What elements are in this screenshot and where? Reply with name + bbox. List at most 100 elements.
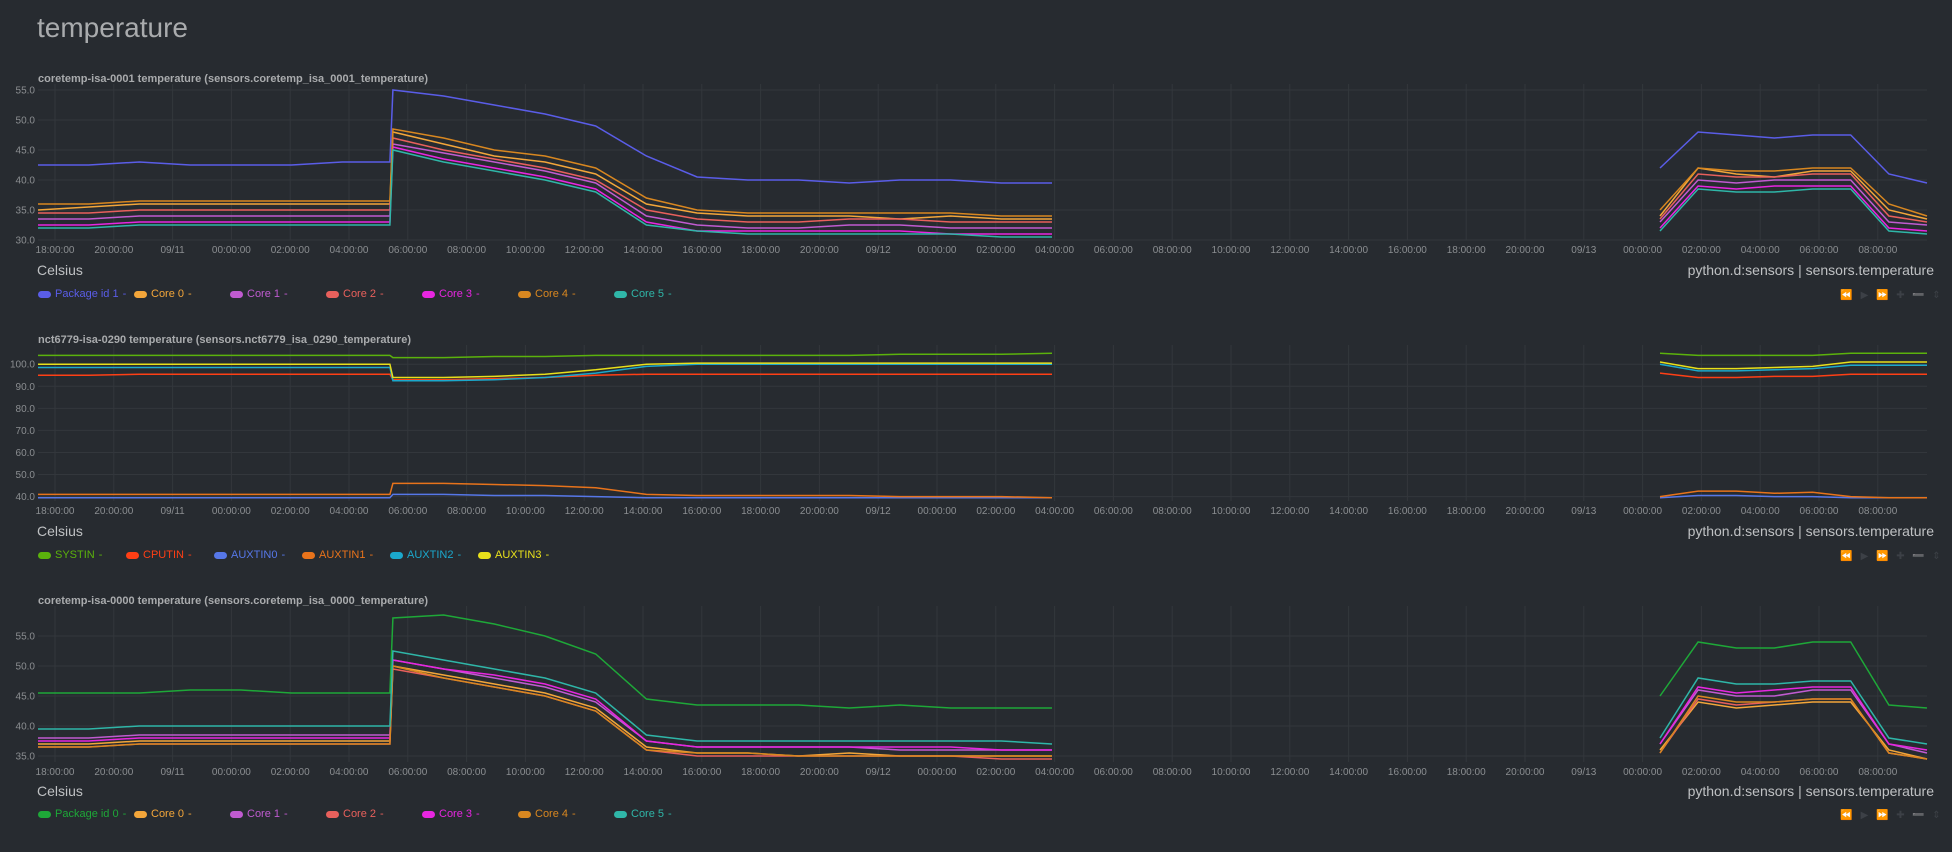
x-tick-label: 20:00:00 <box>94 506 133 517</box>
y-tick-label: 55.0 <box>16 86 36 97</box>
legend-value: - <box>281 549 286 561</box>
legend-item[interactable]: Core 4- <box>518 807 614 821</box>
series-line-core-4-after-gap <box>1659 167 1928 217</box>
rewind-icon[interactable]: ⏪ <box>1840 551 1853 562</box>
zoom-in-icon[interactable]: ✚ <box>1896 551 1905 562</box>
x-tick-label: 06:00:00 <box>1094 767 1133 778</box>
x-tick-label: 20:00:00 <box>94 767 133 778</box>
series-line-core-2-after-gap <box>1659 173 1928 223</box>
x-tick-label: 04:00:00 <box>1741 506 1780 517</box>
x-tick-label: 12:00:00 <box>1270 245 1309 256</box>
forward-icon[interactable]: ⏩ <box>1876 551 1889 562</box>
series-line-systin <box>38 352 1053 359</box>
x-tick-label: 00:00:00 <box>212 767 251 778</box>
legend-item[interactable]: AUXTIN2- <box>390 548 478 562</box>
legend-label: Core 1 <box>247 288 281 300</box>
legend-item[interactable]: Core 5- <box>614 287 710 301</box>
chart-plot[interactable]: 35.0 40.0 45.0 50.0 55.0 18:00:00 20:00:00 09/1… <box>0 594 1952 794</box>
zoom-out-icon[interactable]: ➖ <box>1912 551 1925 562</box>
x-tick-label: 09/13 <box>1571 767 1596 778</box>
legend-item[interactable]: Core 3- <box>422 287 518 301</box>
x-tick-label: 04:00:00 <box>1035 767 1074 778</box>
chart-plot[interactable]: 40.0 50.0 60.0 70.0 80.0 90.0 100.0 18:00:00 20:… <box>0 333 1952 533</box>
x-tick-label: 04:00:00 <box>330 506 369 517</box>
legend-item[interactable]: Package id 0- <box>38 807 134 821</box>
y-tick-label: 45.0 <box>16 692 36 703</box>
legend-item[interactable]: CPUTIN - <box>126 548 214 562</box>
x-tick-label: 16:00:00 <box>682 245 721 256</box>
legend-item[interactable]: Core 4- <box>518 287 614 301</box>
x-tick-label: 08:00:00 <box>447 767 486 778</box>
x-tick-label: 18:00:00 <box>741 245 780 256</box>
x-tick-label: 09/12 <box>866 506 891 517</box>
legend-label: SYSTIN <box>55 549 95 561</box>
legend-value: - <box>476 808 480 820</box>
x-tick-label: 08:00:00 <box>1153 767 1192 778</box>
series-line-core-0 <box>38 665 1052 757</box>
rewind-icon[interactable]: ⏪ <box>1840 290 1853 301</box>
x-tick-label: 20:00:00 <box>800 767 839 778</box>
x-tick-label: 09/11 <box>160 506 185 517</box>
x-tick-label: 09/13 <box>1571 245 1596 256</box>
legend-value: - <box>668 808 672 820</box>
x-tick-label: 12:00:00 <box>1270 506 1309 517</box>
play-icon[interactable]: ▶ <box>1860 810 1869 821</box>
y-tick-label: 50.0 <box>16 662 36 673</box>
chart-plot[interactable]: 30.0 35.0 40.0 45.0 50.0 55.0 18:00:00 20:00:00… <box>0 72 1952 272</box>
legend-item[interactable]: Core 3- <box>422 807 518 821</box>
chart-toolbox: ⏪ ▶ ⏩ ✚ ➖ ⇕ <box>1839 551 1944 562</box>
forward-icon[interactable]: ⏩ <box>1876 810 1889 821</box>
legend-item[interactable]: Core 2- <box>326 287 422 301</box>
zoom-out-icon[interactable]: ➖ <box>1912 290 1925 301</box>
legend-label: AUXTIN2 <box>407 549 454 561</box>
series-line-auxtin0 <box>38 493 1052 499</box>
play-icon[interactable]: ▶ <box>1860 290 1869 301</box>
x-tick-label: 16:00:00 <box>1388 245 1427 256</box>
x-tick-label: 10:00:00 <box>506 245 545 256</box>
y-tick-label: 60.0 <box>16 448 36 459</box>
legend-label: AUXTIN0 <box>231 549 278 561</box>
series-line-core-4 <box>38 665 1052 757</box>
series-line-core-5 <box>38 650 1053 745</box>
resize-icon[interactable]: ⇕ <box>1932 551 1941 562</box>
zoom-in-icon[interactable]: ✚ <box>1896 810 1905 821</box>
x-tick-label: 09/13 <box>1571 506 1596 517</box>
legend-item[interactable]: Core 1- <box>230 807 326 821</box>
legend-value: - <box>476 288 480 300</box>
legend-swatch <box>518 810 531 818</box>
legend-item[interactable]: Package id 1- <box>38 287 134 301</box>
legend-value: - <box>284 808 288 820</box>
resize-icon[interactable]: ⇕ <box>1932 290 1941 301</box>
y-tick-label: 50.0 <box>16 470 36 481</box>
series-line-package-id-1-after-gap <box>1659 131 1928 184</box>
legend-label: Core 2 <box>343 808 377 820</box>
x-tick-label: 18:00:00 <box>1447 245 1486 256</box>
x-tick-label: 16:00:00 <box>1388 767 1427 778</box>
legend-item[interactable]: AUXTIN0- <box>214 548 302 562</box>
forward-icon[interactable]: ⏩ <box>1876 290 1889 301</box>
legend-item[interactable]: Core 5- <box>614 807 710 821</box>
series-line-cputin-after-gap <box>1659 372 1927 379</box>
series-line-auxtin2-after-gap <box>1659 363 1927 372</box>
legend-item[interactable]: Core 2- <box>326 807 422 821</box>
resize-icon[interactable]: ⇕ <box>1932 810 1941 821</box>
legend-label: CPUTIN <box>143 549 184 561</box>
legend-label: Package id 0 <box>55 808 119 820</box>
legend-swatch <box>38 290 51 298</box>
zoom-out-icon[interactable]: ➖ <box>1912 810 1925 821</box>
x-tick-label: 09/12 <box>866 767 891 778</box>
x-tick-label: 06:00:00 <box>1800 506 1839 517</box>
rewind-icon[interactable]: ⏪ <box>1840 810 1853 821</box>
legend-item[interactable]: AUXTIN1- <box>302 548 390 562</box>
legend-item[interactable]: Core 0- <box>134 807 230 821</box>
legend-item[interactable]: AUXTIN3- <box>478 548 566 562</box>
zoom-in-icon[interactable]: ✚ <box>1896 290 1905 301</box>
play-icon[interactable]: ▶ <box>1860 551 1869 562</box>
x-tick-label: 12:00:00 <box>565 767 604 778</box>
legend-item[interactable]: Core 1- <box>230 287 326 301</box>
legend-item[interactable]: SYSTIN - <box>38 548 126 562</box>
legend-item[interactable]: Core 0- <box>134 287 230 301</box>
x-tick-label: 02:00:00 <box>271 245 310 256</box>
series-line-core-3 <box>38 146 1052 235</box>
chart-title: nct6779-isa-0290 temperature (sensors.nc… <box>38 334 411 346</box>
